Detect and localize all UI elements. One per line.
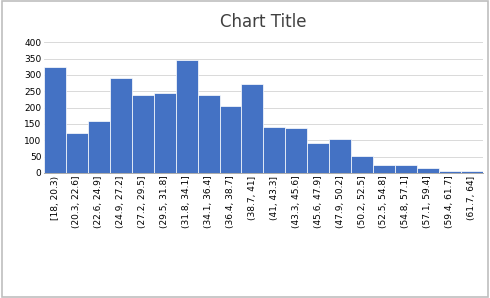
Bar	[132, 94, 154, 173]
Bar	[242, 84, 264, 173]
Bar	[373, 165, 395, 173]
Bar	[66, 133, 88, 173]
Title: Chart Title: Chart Title	[220, 13, 307, 31]
Bar	[44, 67, 66, 173]
Bar	[110, 78, 132, 173]
Bar	[88, 121, 110, 173]
Bar	[395, 165, 417, 173]
Bar	[197, 95, 220, 173]
Bar	[417, 167, 439, 173]
Bar	[461, 170, 483, 173]
Bar	[285, 128, 307, 173]
Bar	[264, 127, 285, 173]
Bar	[307, 143, 329, 173]
Bar	[154, 93, 175, 173]
Bar	[351, 156, 373, 173]
Bar	[329, 139, 351, 173]
Bar	[175, 60, 197, 173]
Bar	[220, 106, 242, 173]
Bar	[439, 171, 461, 173]
